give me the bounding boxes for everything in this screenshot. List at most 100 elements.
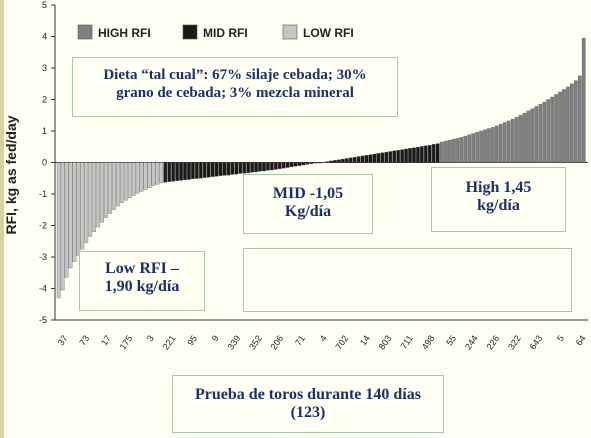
x-tick-label: 17 (99, 333, 113, 347)
bar-mid-rfi (226, 162, 231, 176)
bar-low-rfi (143, 162, 148, 190)
bar-mid-rfi (195, 162, 199, 179)
bar-mid-rfi (337, 159, 341, 163)
bar-high-rfi (514, 116, 519, 163)
y-tick-label: -5 (39, 315, 47, 325)
x-tick-label: 711 (399, 333, 415, 350)
bar-mid-rfi (297, 162, 302, 166)
y-axis-label: RFI, kg as fed/day (3, 115, 19, 234)
bar-mid-rfi (163, 162, 168, 183)
x-tick-label: 14 (358, 333, 372, 347)
x-tick-label: 206 (269, 333, 286, 351)
low-annotation-line1: Low RFI – (105, 260, 179, 277)
bar-low-rfi (104, 162, 108, 218)
trial-caption: Prueba de toros durante 140 días (123) (172, 375, 444, 433)
legend-label: HIGH RFI (98, 26, 151, 40)
diet-annotation: Dieta “tal cual”: 67% silaje cebada; 30%… (72, 57, 398, 117)
bar-low-rfi (96, 162, 100, 228)
mid-rfi-annotation: MID -1,05 Kg/día (243, 174, 373, 234)
bar-mid-rfi (198, 162, 203, 179)
mid-annotation-line2: Kg/día (284, 203, 332, 220)
x-tick-label: 5 (555, 333, 566, 343)
bar-mid-rfi (218, 162, 223, 176)
bar-high-rfi (522, 112, 527, 163)
low-annotation-line2: 1,90 kg/día (104, 278, 180, 295)
bar-mid-rfi (356, 156, 361, 163)
bar-mid-rfi (380, 152, 385, 163)
x-tick-label: 4 (318, 333, 329, 343)
bar-high-rfi (479, 130, 483, 163)
bar-high-rfi (546, 99, 551, 163)
bar-low-rfi (100, 162, 104, 223)
bar-low-rfi (120, 162, 124, 203)
bar-mid-rfi (187, 162, 191, 180)
caption-line1: Prueba de toros durante 140 días (195, 386, 421, 403)
bar-mid-rfi (360, 155, 365, 163)
bar-mid-rfi (427, 145, 432, 163)
bar-high-rfi (495, 125, 499, 163)
bar-mid-rfi (416, 146, 420, 163)
bar-high-rfi (562, 89, 566, 163)
bar-high-rfi (542, 101, 547, 163)
bar-mid-rfi (191, 162, 195, 180)
bar-low-rfi (64, 162, 69, 278)
bar-mid-rfi (309, 162, 314, 164)
x-tick-label: 221 (161, 333, 178, 351)
bar-mid-rfi (368, 154, 373, 163)
x-tick-label: 226 (485, 333, 502, 351)
bar-low-rfi (151, 162, 156, 186)
bar-low-rfi (60, 162, 65, 291)
bar-mid-rfi (234, 162, 239, 175)
bar-mid-rfi (258, 162, 262, 172)
bar-mid-rfi (301, 162, 306, 166)
bar-low-rfi (112, 162, 116, 210)
high-annotation-line2: kg/día (477, 197, 520, 214)
caption-line2: (123) (290, 404, 326, 421)
bar-mid-rfi (431, 144, 436, 163)
legend: HIGH RFI MID RFI LOW RFI (77, 24, 354, 40)
legend-label: MID RFI (203, 26, 248, 40)
bar-mid-rfi (179, 162, 183, 181)
bar-mid-rfi (254, 162, 258, 173)
legend-swatch (282, 24, 298, 40)
bar-mid-rfi (352, 156, 357, 163)
x-tick-label: 9 (210, 333, 221, 343)
high-annotation-line1: High 1,45 (465, 179, 532, 196)
x-tick-label: 803 (377, 333, 394, 351)
bar-mid-rfi (404, 148, 408, 163)
bar-mid-rfi (270, 162, 274, 171)
bar-high-rfi (566, 86, 570, 163)
bars (56, 37, 586, 299)
bar-high-rfi (487, 128, 491, 163)
bar-high-rfi (534, 106, 539, 163)
bar-high-rfi (518, 115, 523, 163)
bar-high-rfi (558, 91, 562, 163)
bar-mid-rfi (222, 162, 227, 176)
x-tick-label: 322 (506, 333, 523, 351)
bar-mid-rfi (206, 162, 211, 178)
bar-mid-rfi (364, 155, 369, 163)
bar-high-rfi (455, 138, 460, 163)
bar-mid-rfi (396, 150, 401, 163)
bar-low-rfi (123, 162, 128, 201)
bar-low-rfi (56, 162, 61, 299)
bar-mid-rfi (341, 158, 345, 163)
bar-mid-rfi (423, 145, 428, 163)
bar-low-rfi (108, 162, 112, 214)
x-tick-label: 643 (528, 333, 545, 351)
empty-annotation-box (243, 248, 572, 312)
bar-high-rfi (550, 96, 554, 163)
bar-mid-rfi (372, 153, 377, 163)
legend-swatch (77, 24, 93, 40)
bar-mid-rfi (329, 160, 333, 163)
bar-mid-rfi (262, 162, 266, 172)
bar-mid-rfi (242, 162, 247, 174)
bar-mid-rfi (321, 162, 325, 163)
x-tick-label: 702 (333, 333, 350, 351)
y-tick-label: -1 (39, 189, 47, 199)
legend-label: LOW RFI (303, 26, 354, 40)
y-tick-label: 4 (42, 32, 47, 42)
bar-low-rfi (88, 162, 93, 237)
bar-mid-rfi (333, 160, 337, 163)
bar-mid-rfi (202, 162, 207, 178)
